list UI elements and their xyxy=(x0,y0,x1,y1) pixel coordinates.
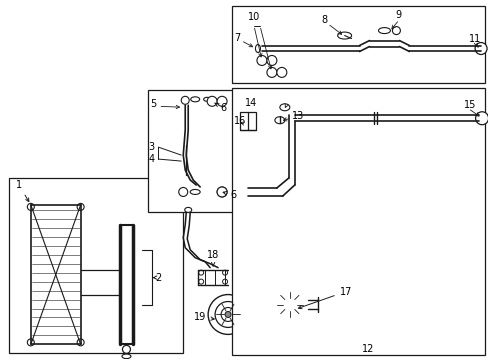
Ellipse shape xyxy=(255,45,260,53)
Ellipse shape xyxy=(203,97,210,101)
Ellipse shape xyxy=(276,67,286,77)
Bar xyxy=(232,6,484,84)
Text: 3: 3 xyxy=(148,142,154,152)
Text: 5: 5 xyxy=(150,99,156,109)
Ellipse shape xyxy=(266,55,276,66)
Text: 17: 17 xyxy=(298,287,351,309)
Ellipse shape xyxy=(190,189,200,194)
Text: 18: 18 xyxy=(206,250,219,266)
Bar xyxy=(148,90,247,212)
Circle shape xyxy=(122,345,130,353)
Text: 1: 1 xyxy=(16,180,29,202)
Circle shape xyxy=(266,67,276,77)
Ellipse shape xyxy=(184,207,191,212)
Circle shape xyxy=(215,302,241,328)
Circle shape xyxy=(222,270,227,275)
Text: 12: 12 xyxy=(361,345,373,354)
Bar xyxy=(181,152,191,172)
Ellipse shape xyxy=(279,104,289,111)
Ellipse shape xyxy=(392,27,400,35)
Text: 6: 6 xyxy=(214,103,226,113)
Circle shape xyxy=(77,203,84,210)
Text: 9: 9 xyxy=(395,10,401,20)
Circle shape xyxy=(222,279,227,284)
Circle shape xyxy=(27,203,34,210)
Text: 15: 15 xyxy=(463,100,475,110)
Ellipse shape xyxy=(378,28,389,33)
Circle shape xyxy=(256,55,266,66)
Circle shape xyxy=(27,339,34,346)
Circle shape xyxy=(224,311,230,318)
Text: 14: 14 xyxy=(244,98,257,108)
Circle shape xyxy=(267,283,311,327)
Ellipse shape xyxy=(337,32,351,39)
Text: 8: 8 xyxy=(321,15,327,24)
Text: 2: 2 xyxy=(155,273,161,283)
Text: 13: 13 xyxy=(291,111,304,121)
Text: 19: 19 xyxy=(194,312,214,323)
Circle shape xyxy=(275,291,303,319)
Circle shape xyxy=(221,307,235,321)
Bar xyxy=(232,88,484,355)
Ellipse shape xyxy=(190,97,199,102)
Circle shape xyxy=(283,298,295,310)
Text: 4: 4 xyxy=(148,154,154,164)
Circle shape xyxy=(208,294,247,334)
Text: 11: 11 xyxy=(468,33,480,44)
Text: 10: 10 xyxy=(247,12,260,22)
Bar xyxy=(240,112,255,130)
Circle shape xyxy=(217,96,226,106)
Text: 16: 16 xyxy=(234,116,246,126)
Circle shape xyxy=(181,96,189,104)
Text: 7: 7 xyxy=(234,32,240,42)
Circle shape xyxy=(179,188,187,197)
Ellipse shape xyxy=(217,187,226,197)
Bar xyxy=(9,178,183,353)
Ellipse shape xyxy=(274,117,285,124)
Circle shape xyxy=(198,279,203,284)
Ellipse shape xyxy=(474,42,486,54)
Circle shape xyxy=(198,270,203,275)
Ellipse shape xyxy=(475,112,488,125)
Circle shape xyxy=(207,96,217,106)
Circle shape xyxy=(77,339,84,346)
Circle shape xyxy=(217,187,226,197)
Text: 6: 6 xyxy=(223,190,236,200)
Circle shape xyxy=(307,301,315,309)
Ellipse shape xyxy=(122,354,131,359)
